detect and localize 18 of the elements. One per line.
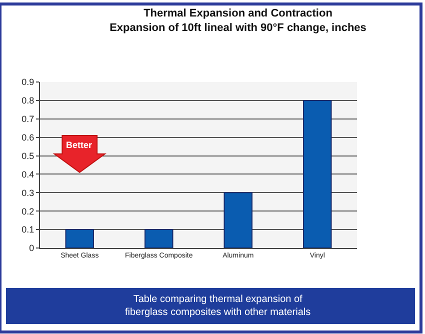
- y-tick-label: 0.7: [22, 114, 34, 124]
- y-tick-label: 0.9: [22, 77, 34, 88]
- y-tick-label: 0.6: [22, 132, 34, 142]
- bar: [65, 229, 94, 248]
- bar: [224, 192, 252, 248]
- y-tick-label: 0.4: [22, 169, 34, 180]
- y-tick-label: 0.3: [22, 188, 34, 198]
- y-tick-label: 0.1: [22, 224, 34, 235]
- y-tick-label: 0.8: [22, 96, 34, 106]
- chart-subtitle: Expansion of 10ft lineal with 90°F change, inches: [110, 22, 366, 34]
- y-tick-label: 0: [29, 243, 34, 254]
- text: Table comparing thermal expansion of fiberglass composites with other materials: [125, 294, 311, 318]
- bar: [303, 100, 332, 248]
- chart-title: Thermal Expansion and Contraction: [144, 8, 333, 20]
- annotation: Better: [66, 140, 93, 150]
- y-tick-label: 0.5: [22, 150, 34, 161]
- bar: [144, 229, 174, 248]
- y-tick-label: 0.2: [22, 206, 34, 216]
